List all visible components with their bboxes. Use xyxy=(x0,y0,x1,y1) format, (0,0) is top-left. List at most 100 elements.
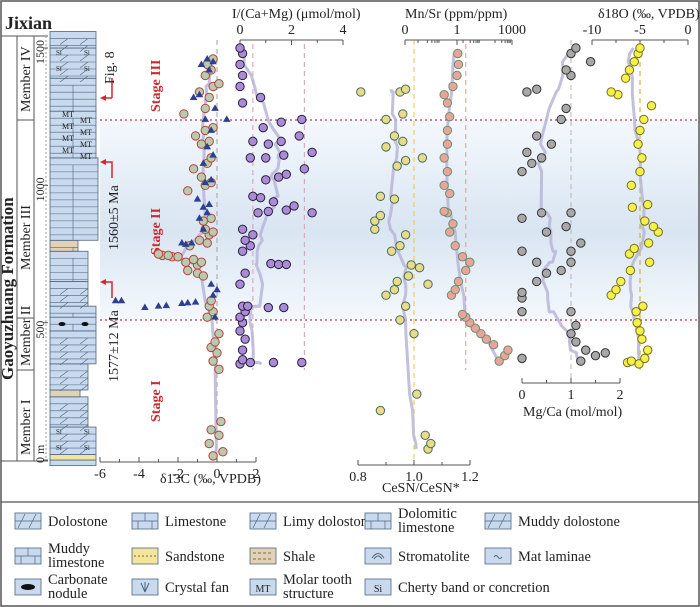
mt-glyph: MT xyxy=(62,110,74,119)
legend-item-crystal-fan: Crystal fan xyxy=(131,578,230,596)
mnsr-data-point xyxy=(452,70,462,81)
legend-item-dolostone: Dolostone xyxy=(14,512,108,530)
dolo-mark xyxy=(79,403,89,411)
mnsr-data-point xyxy=(461,265,471,276)
d18o-tick-label: 0 xyxy=(685,23,692,38)
mnsr-axis-label: Mn/Sr (ppm/ppm) xyxy=(405,7,508,22)
dolo-mark xyxy=(59,344,69,352)
iodine-data-point xyxy=(248,230,258,240)
lithology-layer-stromatolite xyxy=(49,250,89,282)
d13c-data-point xyxy=(208,451,218,461)
d13c-data-point xyxy=(153,249,164,259)
ce-tick-label: 1.2 xyxy=(461,470,479,485)
d13c-triangle-point xyxy=(183,298,192,306)
d13c-data-point xyxy=(188,164,199,174)
si-glyph: Si xyxy=(84,49,90,57)
d13c-triangle-point xyxy=(154,302,163,309)
si-glyph: Si xyxy=(56,428,62,436)
d13c-triangle-point xyxy=(178,299,186,306)
d18o-data-point xyxy=(629,243,639,254)
d13c-triangle-point xyxy=(117,296,126,304)
iodine-data-point xyxy=(268,197,279,207)
mgca-data-point xyxy=(541,227,552,237)
dolo-mark xyxy=(79,337,89,345)
mnsr-data-point xyxy=(465,257,475,267)
iodine-data-point xyxy=(245,153,256,163)
dolo-mark xyxy=(79,344,89,352)
iodine-data-point xyxy=(299,164,310,174)
lithology-column: Si Si Si Si MT MT MT MT MT MT MT MT Si Si Si Si xyxy=(49,31,99,466)
d13c-data-point xyxy=(183,265,193,276)
mgca-data-point xyxy=(576,238,586,248)
age-1560-label: 1560±5 Ma xyxy=(107,184,122,250)
legend-item-shale: Shale xyxy=(249,547,315,565)
ce-data-point xyxy=(417,153,428,163)
mgca-data-point xyxy=(532,131,542,141)
iodine-data-point xyxy=(281,259,292,270)
d18o-data-point xyxy=(648,221,659,232)
d13c-data-point xyxy=(163,250,173,261)
d13c-data-point xyxy=(206,213,216,223)
d13c-data-point xyxy=(206,425,216,435)
iodine-data-point xyxy=(263,206,274,217)
iodine-data-point xyxy=(258,122,268,133)
legend-item-limestone: Limestone xyxy=(131,512,226,530)
depth-tick-label: 500 xyxy=(33,321,47,339)
ce-tick-label: 1.0 xyxy=(405,470,423,485)
mt-glyph: MT xyxy=(80,116,92,125)
legend-label: Dolostone xyxy=(48,514,108,530)
ce-data-point xyxy=(409,328,419,339)
d13c-triangle-point xyxy=(197,60,206,67)
ce-data-point xyxy=(389,194,400,204)
ce-data-point xyxy=(403,271,414,281)
iodine-data-point xyxy=(237,345,248,355)
mgca-data-point xyxy=(536,153,547,163)
d13c-triangle-point xyxy=(195,90,204,98)
dolo-mark xyxy=(59,351,69,359)
mgca-axis-label: Mg/Ca (mol/mol) xyxy=(523,405,623,420)
dolo-mark xyxy=(59,370,69,378)
d18o-data-point xyxy=(631,306,641,317)
mgca-data-point xyxy=(576,356,586,366)
depth-tick-label: 1500 xyxy=(33,40,47,64)
ce-data-point xyxy=(395,315,405,325)
lithology-layer-dolostone xyxy=(49,31,97,49)
mgca-tick-label: 2 xyxy=(617,388,624,403)
sand-dot xyxy=(154,555,156,557)
member-divisions xyxy=(17,119,34,371)
dolo-mark xyxy=(79,433,89,441)
d13c-data-point xyxy=(188,254,199,265)
ce-data-point xyxy=(375,210,386,221)
d18o-data-point xyxy=(635,166,645,177)
d13c-data-point xyxy=(218,447,228,457)
d13c-tick-label: 0 xyxy=(214,467,221,482)
dolo-mark xyxy=(79,61,89,69)
legend-item-mat-laminae: Mat laminae xyxy=(484,547,591,565)
dolo-mark xyxy=(59,45,69,52)
fig8-label: Fig. 8 xyxy=(103,51,118,84)
dolo-mark xyxy=(79,358,89,366)
si-glyph: Si xyxy=(84,65,90,73)
dolo-mark xyxy=(59,433,69,441)
iodine-data-point xyxy=(273,172,284,182)
iodine-data-point xyxy=(266,258,276,269)
d13c-axis-label: δ13C (‰, VPDB) xyxy=(160,472,261,487)
ce-axis-label: CeSN/CeSN* xyxy=(382,481,460,496)
legend-label: structure xyxy=(283,586,334,602)
sand-dot xyxy=(138,555,140,557)
d13c-triangle-point xyxy=(203,54,212,62)
mgca-data-point xyxy=(532,84,542,94)
d18o-data-point xyxy=(606,87,616,97)
mgca-data-point xyxy=(532,257,542,267)
dolo-mark xyxy=(59,440,69,448)
mnsr-data-point xyxy=(488,339,499,350)
dolo-mark xyxy=(79,68,89,76)
iodine-data-point xyxy=(263,302,274,313)
d18o-data-point xyxy=(616,276,626,287)
iodine-data-point xyxy=(261,153,271,163)
sand-dot xyxy=(150,555,152,557)
lithology-layer-sandstone xyxy=(49,454,97,461)
